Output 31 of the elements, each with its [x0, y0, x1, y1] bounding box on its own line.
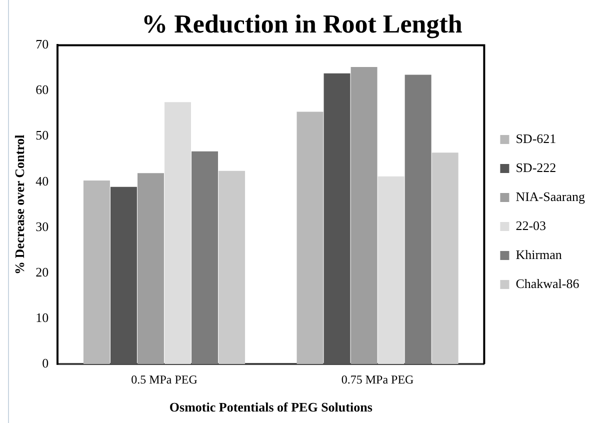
x-tick-label: 0.75 MPa PEG	[341, 372, 414, 386]
bar	[324, 73, 350, 364]
legend-label: Khirman	[516, 246, 562, 262]
bar	[164, 102, 191, 364]
legend-label: 22-03	[516, 218, 546, 233]
bar	[138, 173, 164, 364]
y-tick-label: 60	[36, 82, 49, 98]
bar	[404, 74, 432, 364]
y-tick-label: 20	[36, 264, 49, 280]
y-axis-title: % Decrease over Control	[12, 134, 28, 274]
legend-label: NIA-Saarang	[516, 188, 586, 204]
chart-title: % Reduction in Root Length	[142, 9, 463, 38]
y-tick-label: 40	[36, 173, 49, 188]
legend-label: SD-222	[516, 160, 556, 175]
x-tick-label: 0.5 MPa PEG	[131, 372, 198, 386]
bar	[218, 170, 246, 364]
y-tick-label: 0	[42, 355, 49, 370]
legend-label: Chakwal-86	[516, 276, 580, 291]
y-tick-label: 70	[36, 36, 49, 52]
y-tick-label: 10	[36, 310, 49, 325]
bar	[296, 112, 324, 364]
bar	[378, 176, 404, 364]
legend-label: SD-621	[516, 130, 556, 146]
bar	[192, 151, 218, 364]
bar	[432, 152, 458, 364]
bar	[83, 180, 110, 364]
y-tick-label: 50	[36, 128, 49, 143]
x-axis-title: Osmotic Potentials of PEG Solutions	[169, 400, 372, 415]
y-tick-label: 30	[36, 218, 49, 234]
bar	[350, 67, 378, 364]
bar	[110, 186, 137, 364]
